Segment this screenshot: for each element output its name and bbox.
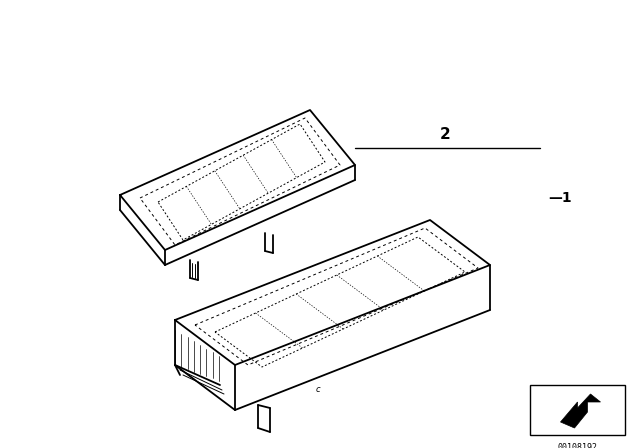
Text: —1: —1 xyxy=(548,191,572,205)
Text: 00108192: 00108192 xyxy=(557,443,598,448)
Text: 2: 2 xyxy=(440,127,451,142)
Polygon shape xyxy=(561,394,600,428)
Text: c: c xyxy=(316,385,320,395)
Bar xyxy=(530,385,625,435)
